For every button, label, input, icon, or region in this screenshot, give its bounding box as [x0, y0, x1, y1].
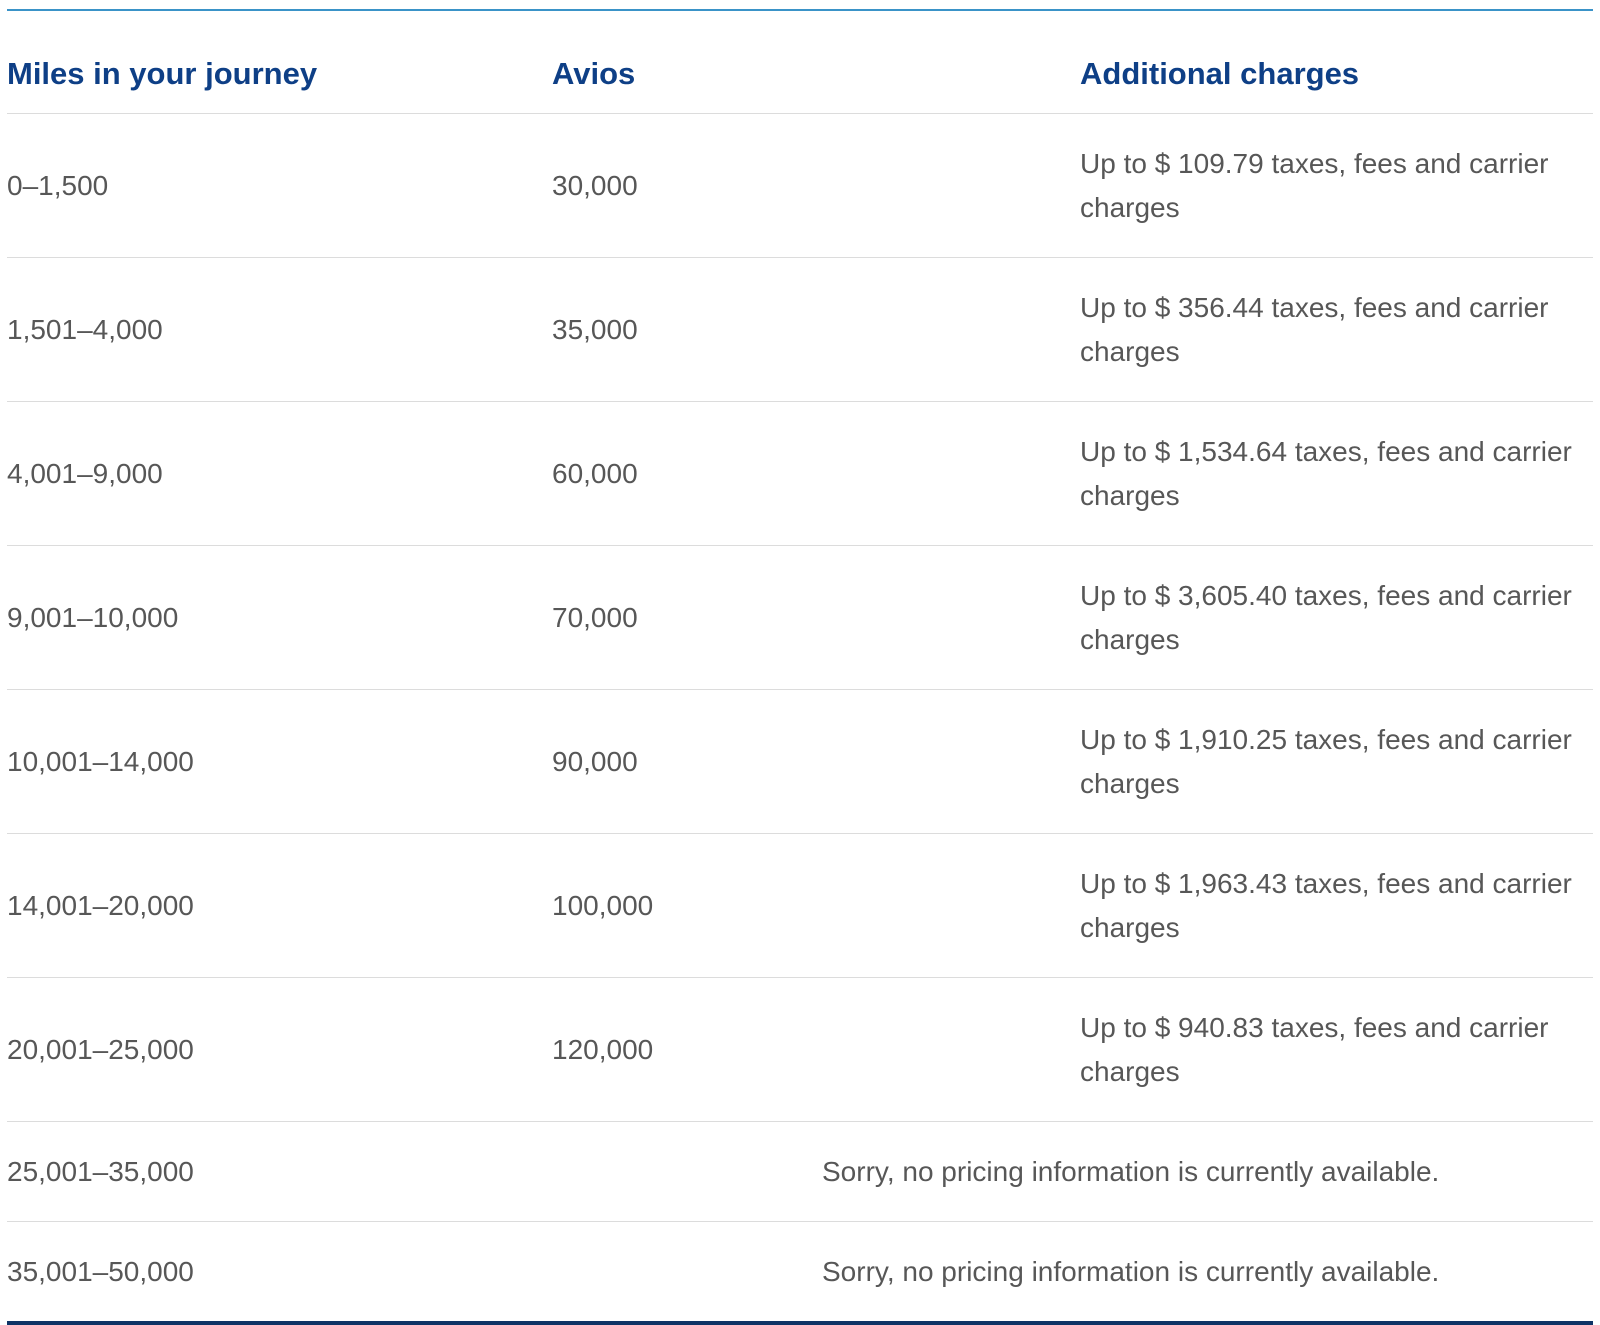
table-row: 10,001–14,000 90,000 Up to $ 1,910.25 ta… — [7, 690, 1593, 834]
additional-charges: Up to $ 1,910.25 taxes, fees and carrier… — [1080, 723, 1572, 799]
table-row: 4,001–9,000 60,000 Up to $ 1,534.64 taxe… — [7, 402, 1593, 546]
miles-range: 14,001–20,000 — [7, 889, 194, 921]
avios-value: 30,000 — [552, 169, 638, 201]
table-header-row: Miles in your journey Avios Additional c… — [7, 11, 1593, 114]
table-row-unavailable: 25,001–35,000 Sorry, no pricing informat… — [7, 1122, 1593, 1222]
avios-value: 35,000 — [552, 313, 638, 345]
table-row: 9,001–10,000 70,000 Up to $ 3,605.40 tax… — [7, 546, 1593, 690]
additional-charges: Up to $ 940.83 taxes, fees and carrier c… — [1080, 1011, 1549, 1087]
avios-value: 70,000 — [552, 601, 638, 633]
additional-charges: Up to $ 3,605.40 taxes, fees and carrier… — [1080, 579, 1572, 655]
additional-charges: Up to $ 1,963.43 taxes, fees and carrier… — [1080, 867, 1572, 943]
miles-range: 9,001–10,000 — [7, 601, 179, 633]
miles-range: 35,001–50,000 — [7, 1255, 194, 1287]
avios-value: 60,000 — [552, 457, 638, 489]
no-pricing-message: Sorry, no pricing information is current… — [822, 1255, 1440, 1287]
avios-value: 120,000 — [552, 1033, 654, 1065]
table-row: 14,001–20,000 100,000 Up to $ 1,963.43 t… — [7, 834, 1593, 978]
miles-range: 25,001–35,000 — [7, 1155, 194, 1187]
miles-range: 10,001–14,000 — [7, 745, 194, 777]
miles-range: 1,501–4,000 — [7, 313, 163, 345]
avios-value: 90,000 — [552, 745, 638, 777]
no-pricing-message: Sorry, no pricing information is current… — [822, 1155, 1440, 1187]
miles-range: 20,001–25,000 — [7, 1033, 194, 1065]
additional-charges: Up to $ 1,534.64 taxes, fees and carrier… — [1080, 435, 1572, 511]
table-row: 1,501–4,000 35,000 Up to $ 356.44 taxes,… — [7, 258, 1593, 402]
avios-value: 100,000 — [552, 889, 654, 921]
table-row: 20,001–25,000 120,000 Up to $ 940.83 tax… — [7, 978, 1593, 1122]
table-row: 0–1,500 30,000 Up to $ 109.79 taxes, fee… — [7, 114, 1593, 258]
header-avios: Avios — [552, 56, 636, 91]
additional-charges: Up to $ 109.79 taxes, fees and carrier c… — [1080, 147, 1549, 223]
miles-range: 4,001–9,000 — [7, 457, 163, 489]
header-additional-charges: Additional charges — [1080, 56, 1360, 91]
miles-range: 0–1,500 — [7, 169, 109, 201]
table-row-unavailable: 35,001–50,000 Sorry, no pricing informat… — [7, 1222, 1593, 1325]
avios-pricing-table: Miles in your journey Avios Additional c… — [7, 0, 1593, 1325]
table-top-rule — [7, 0, 1593, 11]
header-miles: Miles in your journey — [7, 56, 318, 91]
additional-charges: Up to $ 356.44 taxes, fees and carrier c… — [1080, 291, 1549, 367]
